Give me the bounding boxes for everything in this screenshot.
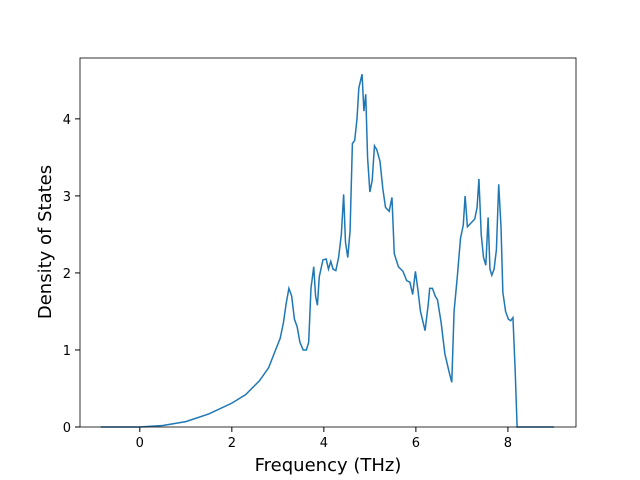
- y-axis-label: Density of States: [35, 165, 56, 319]
- y-tick-label: 2: [63, 267, 71, 282]
- plot-frame: [79, 57, 577, 428]
- y-tick-label: 4: [63, 113, 71, 128]
- x-tick-label: 4: [320, 436, 328, 451]
- line: [100, 74, 554, 428]
- y-tick-label: 0: [63, 421, 71, 436]
- x-tick-label: 0: [136, 436, 144, 451]
- y-tick-label: 3: [63, 190, 71, 205]
- x-tick-label: 2: [228, 436, 236, 451]
- y-tick-label: 1: [63, 344, 71, 359]
- x-tick-label: 6: [412, 436, 420, 451]
- x-tick-label: 8: [504, 436, 512, 451]
- x-axis-label: Frequency (THz): [255, 455, 402, 476]
